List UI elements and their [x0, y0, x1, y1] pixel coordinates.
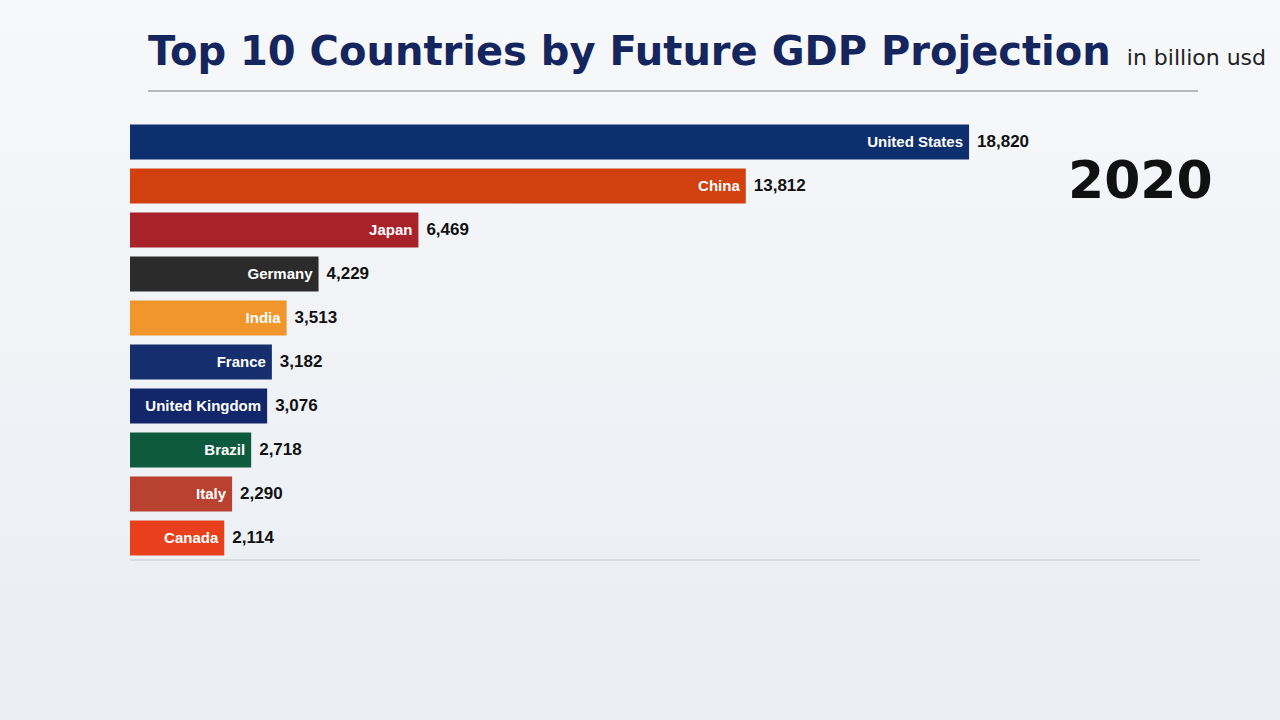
svg-text:3,182: 3,182	[280, 352, 323, 371]
svg-text:France: France	[217, 353, 266, 370]
svg-text:3,076: 3,076	[275, 396, 318, 415]
svg-text:India: India	[246, 309, 282, 326]
svg-text:Germany: Germany	[247, 265, 313, 282]
svg-text:Brazil: Brazil	[204, 441, 245, 458]
svg-text:2,114: 2,114	[232, 528, 274, 547]
html-text:Top 10 Countries by Future GDP: Top 10 Countries by Future GDP Projectio…	[148, 28, 1266, 74]
svg-text:United States: United States	[867, 133, 963, 150]
svg-text:Canada: Canada	[164, 529, 219, 546]
svg-text:4,229: 4,229	[327, 264, 370, 283]
svg-text:United Kingdom: United Kingdom	[145, 397, 261, 414]
svg-text:2,718: 2,718	[259, 440, 302, 459]
svg-text:Italy: Italy	[196, 485, 227, 502]
svg-text:13,812: 13,812	[754, 176, 806, 195]
svg-text:3,513: 3,513	[295, 308, 338, 327]
svg-text:Japan: Japan	[369, 221, 412, 238]
svg-text:China: China	[698, 177, 740, 194]
svg-text:18,820: 18,820	[977, 132, 1029, 151]
svg-text:6,469: 6,469	[426, 220, 469, 239]
svg-text:2,290: 2,290	[240, 484, 283, 503]
html-text:2020: 2020	[1068, 150, 1213, 210]
